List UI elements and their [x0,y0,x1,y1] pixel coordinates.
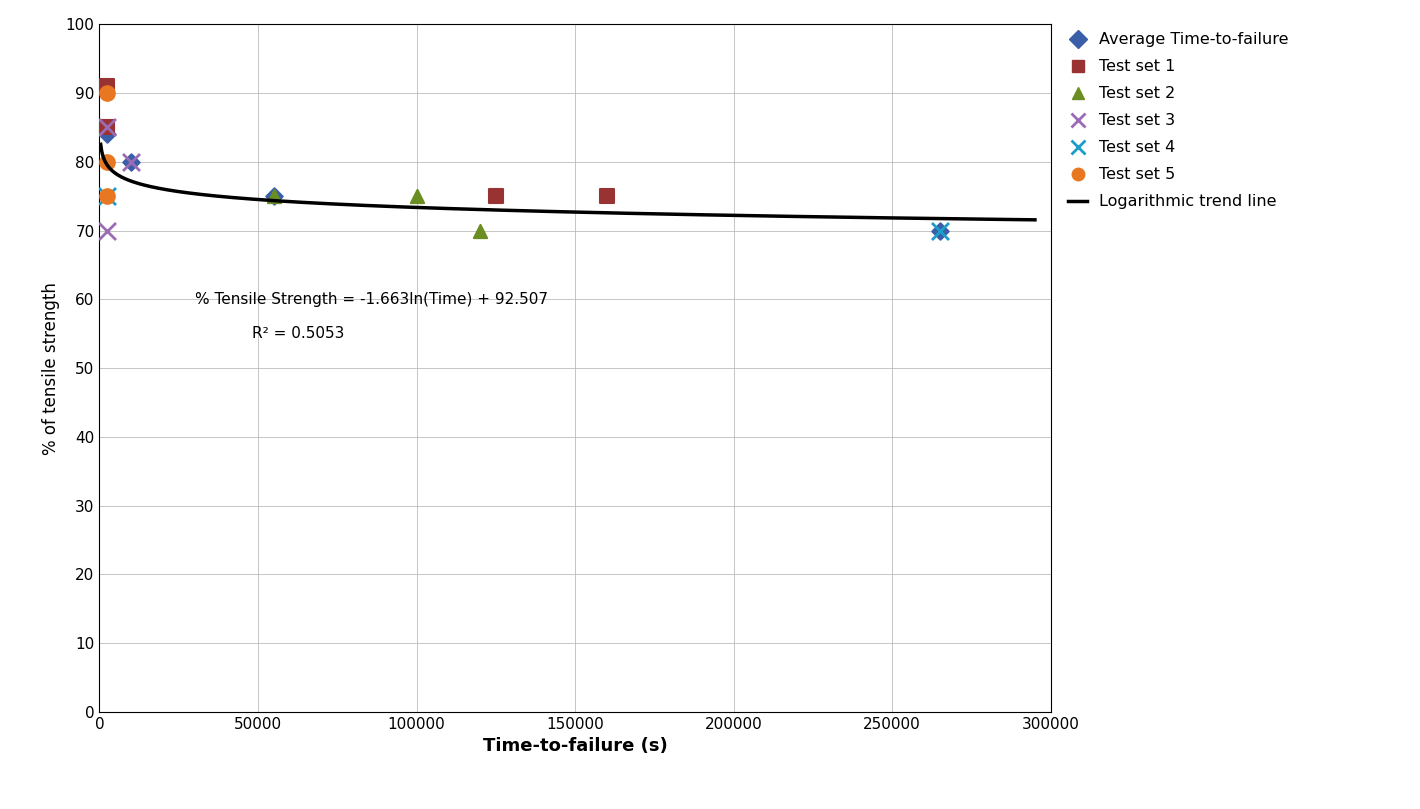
Point [484,190,507,203]
Point [595,190,618,203]
X-axis label: Time-to-failure (s): Time-to-failure (s) [483,737,667,756]
Text: R² = 0.5053: R² = 0.5053 [251,326,344,341]
Point [405,190,427,203]
Point [929,224,951,237]
Point [97,190,119,203]
Point [97,87,119,100]
Point [263,190,285,203]
Point [263,190,285,203]
Point [97,190,119,203]
Point [97,121,119,133]
Y-axis label: % of tensile strength: % of tensile strength [43,282,60,455]
Point [119,155,142,168]
Legend: Average Time-to-failure, Test set 1, Test set 2, Test set 3, Test set 4, Test se: Average Time-to-failure, Test set 1, Tes… [1068,32,1288,210]
Text: % Tensile Strength = -1.663ln(Time) + 92.507: % Tensile Strength = -1.663ln(Time) + 92… [195,292,548,307]
Point [97,80,119,93]
Point [97,121,119,133]
Point [97,224,119,237]
Point [97,155,119,168]
Point [97,128,119,141]
Point [929,224,951,237]
Point [119,155,142,168]
Point [469,224,491,237]
